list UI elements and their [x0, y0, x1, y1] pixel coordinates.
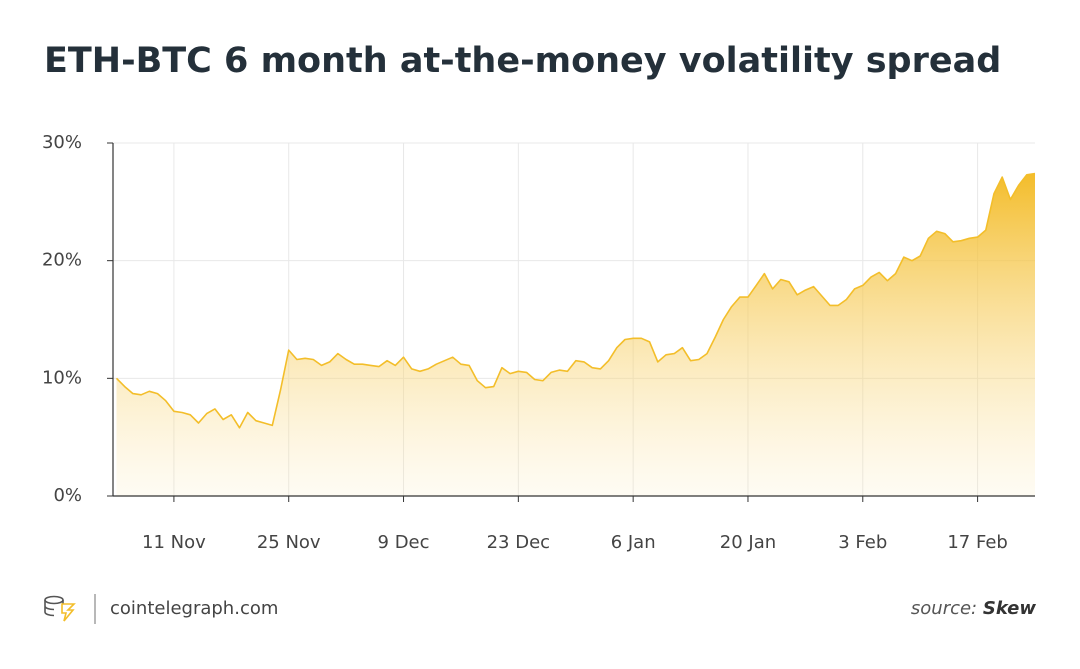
source-name: Skew — [983, 598, 1037, 619]
area — [116, 173, 1035, 496]
x-tick-label: 9 Dec — [378, 532, 430, 553]
line — [115, 172, 1036, 429]
y-tick-label: 10% — [42, 367, 82, 388]
source: source: Skew — [911, 598, 1036, 619]
x-tick-label: 6 Jan — [611, 532, 656, 553]
site-name: cointelegraph.com — [110, 598, 278, 619]
source-label: source: — [911, 598, 977, 619]
x-tick-label: 25 Nov — [257, 532, 321, 553]
x-tick-label: 11 Nov — [142, 532, 206, 553]
x-tick-label: 17 Feb — [947, 532, 1008, 553]
x-tick-label: 20 Jan — [720, 532, 776, 553]
x-tick-label: 3 Feb — [838, 532, 887, 553]
x-tick-label: 23 Dec — [487, 532, 550, 553]
logo — [44, 595, 76, 622]
chart-title: ETH-BTC 6 month at-the-money volatility … — [44, 41, 1001, 81]
y-tick-label: 20% — [42, 250, 82, 271]
y-tick-label: 0% — [53, 485, 82, 506]
y-tick-label: 30% — [42, 132, 82, 153]
